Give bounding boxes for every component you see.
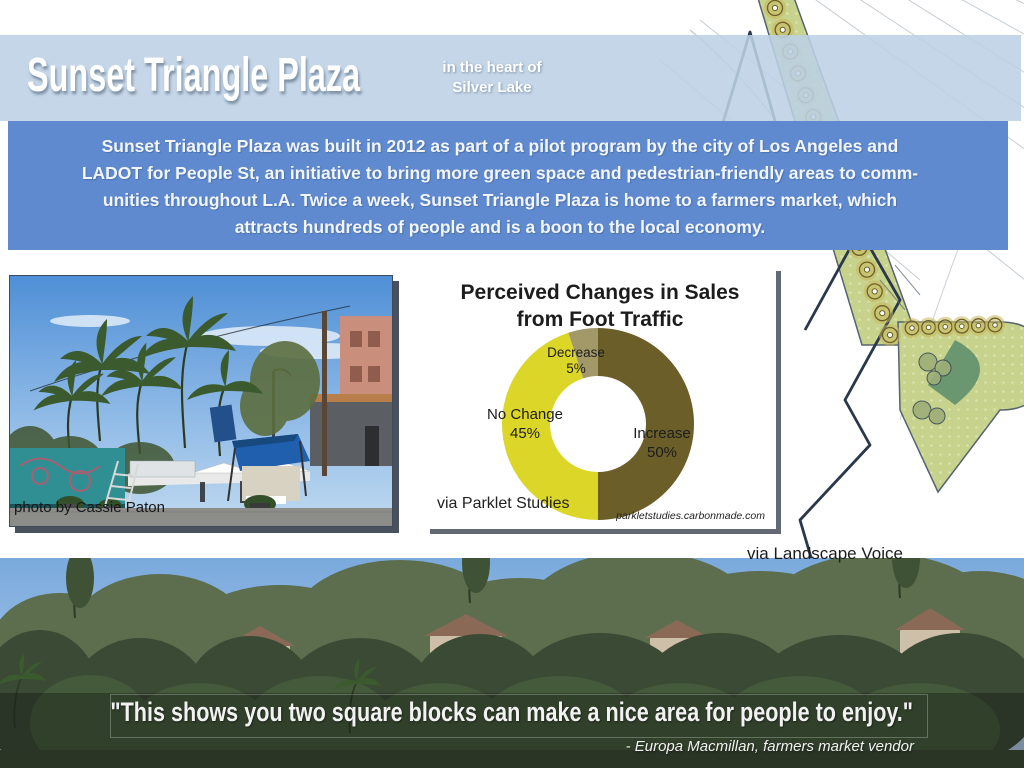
svg-text:No Change: No Change xyxy=(487,406,563,423)
svg-text:via Parklet Studies: via Parklet Studies xyxy=(437,495,570,512)
svg-text:from Foot Traffic: from Foot Traffic xyxy=(517,308,684,331)
svg-text:Increase: Increase xyxy=(633,425,691,442)
svg-text:Decrease: Decrease xyxy=(547,345,605,360)
svg-text:Perceived Changes in Sales: Perceived Changes in Sales xyxy=(461,281,740,304)
svg-text:parkletstudies.carbonmade.com: parkletstudies.carbonmade.com xyxy=(615,510,765,522)
svg-text:45%: 45% xyxy=(510,425,540,442)
svg-text:photo by Cassie Paton: photo by Cassie Paton xyxy=(14,499,165,516)
svg-text:5%: 5% xyxy=(566,361,586,376)
svg-text:50%: 50% xyxy=(647,444,677,461)
